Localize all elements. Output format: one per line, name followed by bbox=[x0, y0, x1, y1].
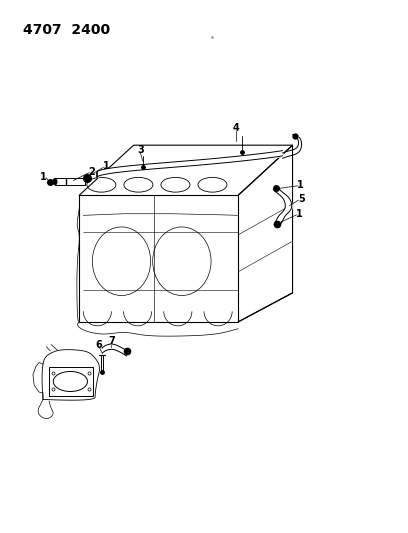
Text: 6: 6 bbox=[95, 340, 102, 350]
Text: 1: 1 bbox=[297, 180, 304, 190]
Text: 7: 7 bbox=[109, 336, 115, 346]
Text: 4: 4 bbox=[233, 123, 239, 133]
Ellipse shape bbox=[53, 178, 57, 185]
Text: 5: 5 bbox=[298, 194, 305, 204]
Text: 4707  2400: 4707 2400 bbox=[23, 23, 110, 37]
Text: 3: 3 bbox=[137, 146, 144, 156]
Text: 1: 1 bbox=[103, 161, 110, 171]
Text: 2: 2 bbox=[89, 166, 95, 176]
Text: 1: 1 bbox=[40, 172, 47, 182]
Text: 1: 1 bbox=[296, 209, 303, 219]
